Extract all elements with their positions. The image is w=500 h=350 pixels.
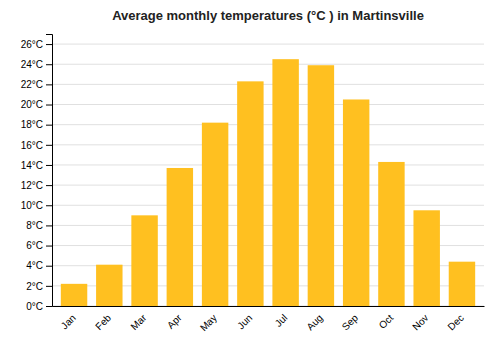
y-tick: 4°C [26,260,52,271]
grid-line [52,164,484,165]
x-axis: Jan Feb Mar Apr May Jun Jul Aug Sep Oct Nov Dec [53,307,485,334]
y-tick-mark [46,306,52,307]
x-tick-label: Jan [59,312,78,331]
x-axis-line [53,306,485,307]
x-tick: Jul [273,312,290,329]
y-tick-label: 20°C [21,99,43,110]
bar [449,262,475,306]
x-tick: Oct [377,312,396,331]
y-tick-label: 12°C [21,180,43,191]
y-tick-label: 22°C [21,79,43,90]
bar [131,215,157,306]
y-tick-label: 14°C [21,160,43,171]
x-tick-label: Jun [235,312,254,331]
y-tick-label: 0°C [26,301,43,312]
chart-title: Average monthly temperatures (°C ) in Ma… [112,8,424,23]
x-tick-label: Nov [410,312,430,332]
y-tick: 24°C [21,59,52,70]
y-tick-mark [46,125,52,126]
bar [378,162,404,306]
bar [202,123,228,306]
y-tick: 0°C [26,301,52,312]
y-tick-label: 24°C [21,59,43,70]
x-tick: May [198,312,219,333]
y-tick-label: 4°C [26,260,43,271]
x-tick: Dec [445,312,465,332]
bars [61,59,475,306]
y-tick: 14°C [21,160,52,171]
y-tick-mark [46,64,52,65]
grid [52,44,484,306]
y-tick-label: 16°C [21,140,43,151]
y-tick: 22°C [21,79,52,90]
bar [96,265,122,306]
grid-line [52,84,484,85]
y-tick-mark [46,246,52,247]
y-tick-label: 8°C [26,220,43,231]
grid-line [52,44,484,45]
plot-area: 0°C 2°C 4°C 6°C 8°C 10°C 12°C 14°C 16°C 18°C 20°C 2… [21,35,485,334]
bar [308,65,334,306]
bar [167,168,193,306]
grid-line [52,144,484,145]
x-tick-label: Dec [445,312,465,332]
y-tick: 12°C [21,180,52,191]
y-tick-mark [46,225,52,226]
chart-svg: Average monthly temperatures (°C ) in Ma… [0,0,500,350]
x-tick-label: Jul [273,312,290,329]
y-tick-mark [46,145,52,146]
x-tick: Feb [93,312,113,332]
y-tick-mark [46,84,52,85]
x-tick: Apr [165,312,184,331]
y-tick-label: 6°C [26,240,43,251]
x-tick: Sep [340,312,361,333]
y-tick-label: 26°C [21,39,43,50]
x-tick-label: Feb [93,312,113,332]
y-tick-label: 18°C [21,119,43,130]
y-tick: 8°C [26,220,52,231]
x-tick-label: Oct [377,312,396,331]
y-tick-mark [46,185,52,186]
grid-line [52,205,484,206]
y-tick: 6°C [26,240,52,251]
grid-line [52,185,484,186]
bar [413,210,439,306]
y-tick: 18°C [21,119,52,130]
y-axis: 0°C 2°C 4°C 6°C 8°C 10°C 12°C 14°C 16°C 18°C 20°C 2… [21,35,53,312]
y-tick-mark [46,105,52,106]
y-tick: 16°C [21,140,52,151]
x-tick-label: Apr [165,312,184,331]
bar [343,99,369,306]
bar [61,284,87,306]
y-tick: 2°C [26,281,52,292]
y-tick: 26°C [21,39,52,50]
y-tick: 10°C [21,200,52,211]
x-tick-label: Sep [340,312,361,333]
y-tick-label: 10°C [21,200,43,211]
x-tick: Mar [128,312,148,332]
y-axis-line [46,35,53,307]
x-tick: Jun [235,312,254,331]
y-tick-label: 2°C [26,281,43,292]
x-tick-label: Aug [304,312,324,332]
x-tick: Nov [410,312,430,332]
y-tick-mark [46,205,52,206]
y-tick-mark [46,44,52,45]
y-tick-mark [46,266,52,267]
grid-line [52,124,484,125]
x-tick: Jan [59,312,78,331]
y-tick-mark [46,165,52,166]
bar [272,59,298,306]
x-tick-label: Mar [128,312,148,332]
grid-line [52,64,484,65]
y-tick: 20°C [21,99,52,110]
bar [237,81,263,306]
x-tick-label: May [198,312,219,333]
y-tick-mark [46,286,52,287]
x-tick: Aug [304,312,324,332]
grid-line [52,104,484,105]
